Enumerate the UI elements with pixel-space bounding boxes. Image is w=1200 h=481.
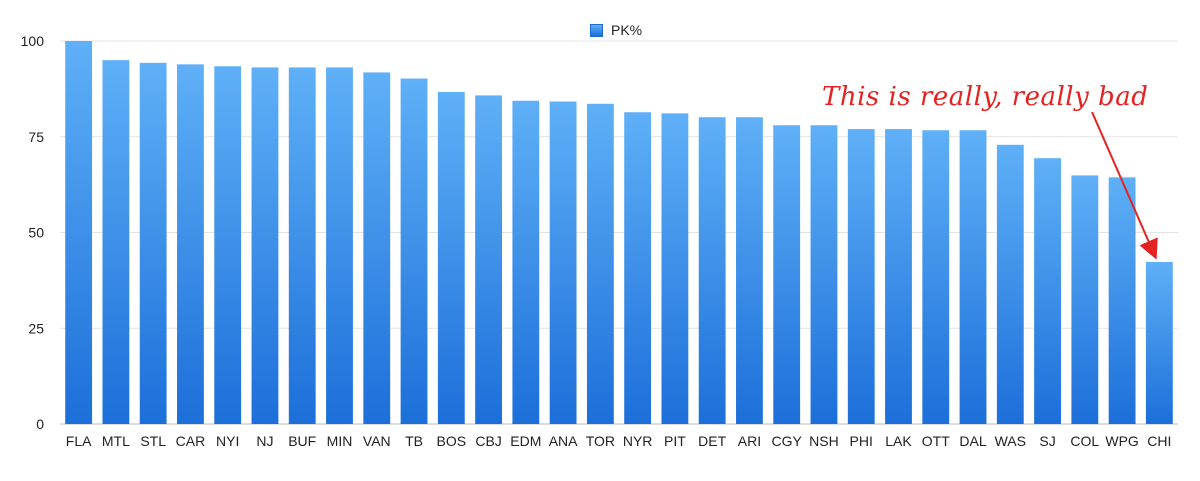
- x-tick-label: MTL: [102, 433, 130, 449]
- x-tick-label: STL: [140, 433, 166, 449]
- bar-cgy: [773, 125, 801, 424]
- x-tick-label: VAN: [363, 433, 391, 449]
- bar-ari: [736, 117, 763, 424]
- annotation-text: This is really, really bad: [822, 82, 1149, 112]
- bar-van: [363, 72, 391, 424]
- bar-chi: [1145, 261, 1173, 424]
- y-tick-label: 0: [36, 416, 44, 432]
- bar-sj: [1034, 158, 1061, 424]
- y-tick-label: 75: [28, 129, 44, 145]
- bar-lak: [885, 129, 912, 424]
- bar-det: [698, 117, 726, 424]
- x-tick-label: NYR: [623, 433, 653, 449]
- bar-stl: [139, 62, 167, 425]
- bar-min: [326, 67, 353, 424]
- x-tick-label: OTT: [922, 433, 950, 449]
- bar-cbj: [475, 95, 502, 425]
- legend: PK%: [590, 22, 642, 38]
- x-tick-label: TOR: [586, 433, 615, 449]
- bar-bos: [437, 91, 465, 425]
- x-tick-label: NSH: [809, 433, 839, 449]
- y-tick-label: 100: [21, 33, 45, 49]
- bar-nj: [251, 67, 279, 424]
- x-tick-label: WAS: [995, 433, 1026, 449]
- x-tick-label: PHI: [850, 433, 873, 449]
- x-tick-label: WPG: [1105, 433, 1138, 449]
- x-tick-label: DET: [698, 433, 726, 449]
- bar-tor: [586, 103, 614, 424]
- x-tick-label: DAL: [959, 433, 986, 449]
- legend-swatch: [590, 23, 603, 37]
- bar-nyi: [214, 66, 242, 424]
- bar-was: [996, 144, 1024, 424]
- x-tick-label: BOS: [437, 433, 467, 449]
- x-tick-label: CAR: [176, 433, 206, 449]
- x-tick-label: TB: [405, 433, 423, 449]
- bar-car: [177, 64, 204, 424]
- x-tick-label: ANA: [549, 433, 578, 449]
- x-tick-label: ARI: [738, 433, 761, 449]
- bar-tb: [400, 78, 428, 424]
- annotation-arrow: [1091, 111, 1158, 260]
- bar-pit: [661, 113, 689, 425]
- y-tick-label: 50: [28, 225, 44, 241]
- legend-label: PK%: [611, 22, 643, 38]
- x-tick-label: COL: [1070, 433, 1099, 449]
- bar-phi: [847, 129, 875, 424]
- x-tick-label: MIN: [327, 433, 353, 449]
- bar-ana: [549, 101, 577, 424]
- bar-ott: [922, 130, 950, 424]
- bar-nsh: [810, 125, 838, 424]
- x-tick-label: CGY: [772, 433, 803, 449]
- x-tick-label: LAK: [885, 433, 912, 449]
- x-tick-label: CHI: [1147, 433, 1171, 449]
- x-tick-label: NJ: [256, 433, 273, 449]
- bar-fla: [65, 41, 93, 424]
- bar-edm: [512, 100, 540, 425]
- x-tick-label: NYI: [216, 433, 239, 449]
- x-tick-label: EDM: [510, 433, 541, 449]
- bar-col: [1071, 175, 1099, 424]
- x-tick-label: SJ: [1039, 433, 1055, 449]
- bar-nyr: [624, 112, 652, 424]
- bar-wpg: [1108, 177, 1136, 424]
- x-tick-label: PIT: [664, 433, 686, 449]
- x-tick-label: FLA: [66, 433, 92, 449]
- y-tick-label: 25: [28, 320, 44, 336]
- bar-buf: [288, 67, 316, 424]
- x-tick-label: BUF: [288, 433, 316, 449]
- bar-mtl: [102, 60, 130, 425]
- bar-dal: [959, 130, 987, 424]
- x-tick-label: CBJ: [475, 433, 501, 449]
